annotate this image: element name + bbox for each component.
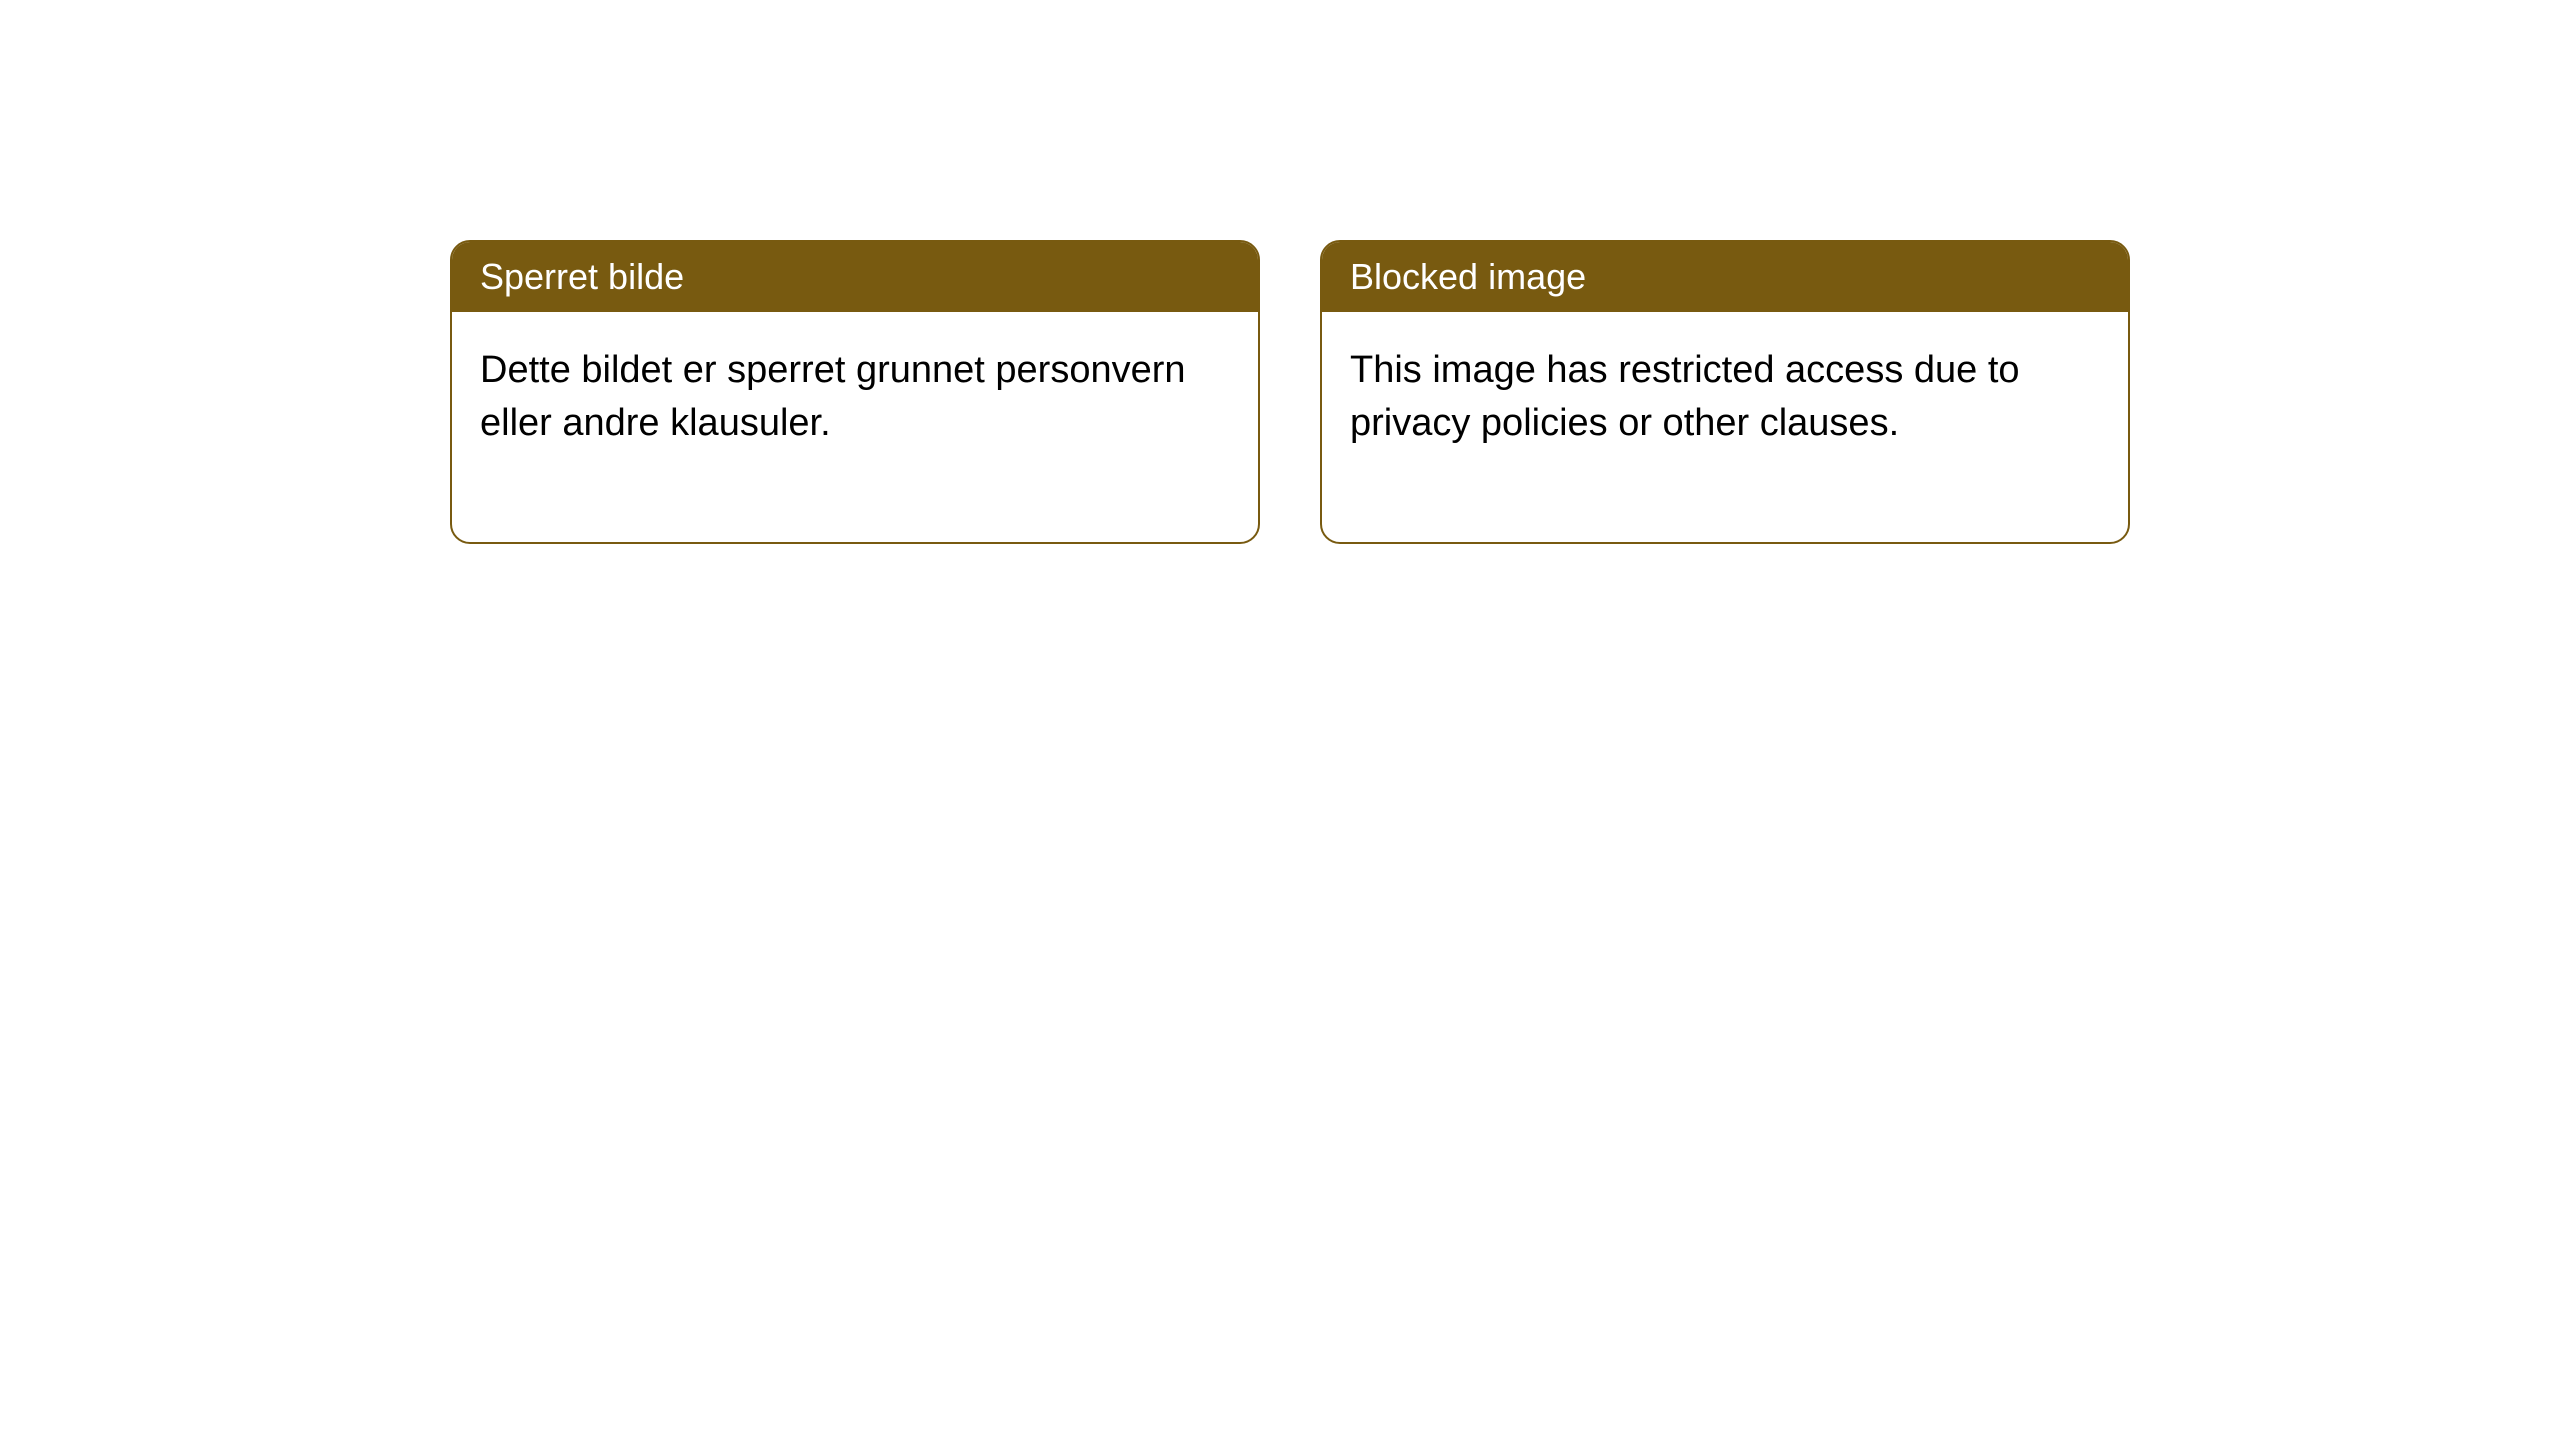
card-body: Dette bildet er sperret grunnet personve… [452, 312, 1258, 542]
notice-card-english: Blocked image This image has restricted … [1320, 240, 2130, 544]
card-body: This image has restricted access due to … [1322, 312, 2128, 542]
card-header: Sperret bilde [452, 242, 1258, 312]
card-title: Blocked image [1350, 256, 1586, 297]
notice-cards-container: Sperret bilde Dette bildet er sperret gr… [450, 240, 2130, 544]
card-header: Blocked image [1322, 242, 2128, 312]
notice-card-norwegian: Sperret bilde Dette bildet er sperret gr… [450, 240, 1260, 544]
card-title: Sperret bilde [480, 256, 684, 297]
card-body-text: Dette bildet er sperret grunnet personve… [480, 349, 1186, 444]
card-body-text: This image has restricted access due to … [1350, 349, 2020, 444]
